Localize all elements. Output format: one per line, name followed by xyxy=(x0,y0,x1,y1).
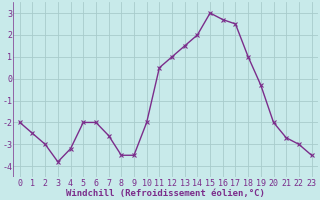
X-axis label: Windchill (Refroidissement éolien,°C): Windchill (Refroidissement éolien,°C) xyxy=(66,189,265,198)
